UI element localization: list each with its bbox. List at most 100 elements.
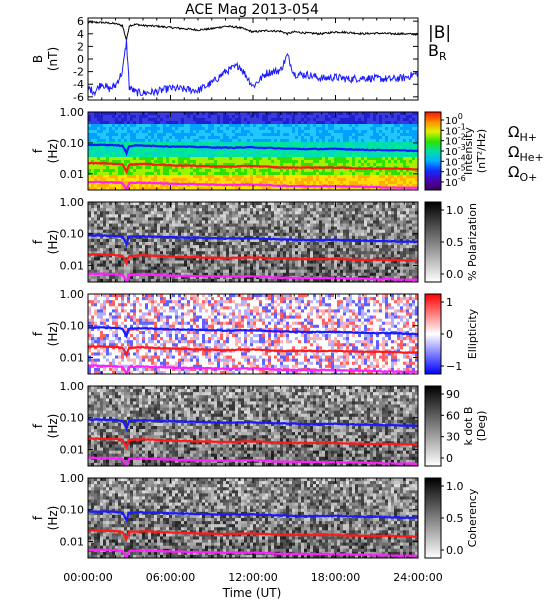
y-axis-unit: (Hz) [46,414,60,439]
colorbar-tick: 1 [446,296,453,309]
x-tick-label: 18:00:00 [311,571,360,584]
panel-plot-area [88,386,418,466]
colorbar-tick: 1.0 [446,480,464,493]
colorbar-tick: −1 [446,360,462,373]
colorbar [424,477,442,559]
y-tick-label: -4 [73,78,84,91]
x-axis-label: Time (UT) [222,586,282,600]
legend-b-magnitude: |B| [428,23,451,43]
y-tick-label: 0.01 [60,535,85,548]
series-line-b-magnitude [88,20,418,41]
x-tick-label: 24:00:00 [393,571,442,584]
y-tick-label: 0.10 [60,228,85,241]
series-line--he- [88,529,418,542]
panel-plot-area [88,20,418,97]
series-line--he- [88,161,418,175]
colorbar-label: Intensity [462,127,475,175]
series-line--h- [88,326,418,339]
colorbar-tick: 30 [446,431,460,444]
y-tick-label: 0.10 [60,320,85,333]
colorbar-label: % Polarization [466,203,479,281]
x-tick-label: 06:00:00 [146,571,195,584]
series-line--he- [88,436,418,451]
colorbar-label: k dot B [462,407,475,446]
y-tick-label: 0.10 [60,137,85,150]
y-axis-unit: (nT) [46,47,60,71]
series-line--h- [88,143,418,157]
colorbar-label: (Deg) [475,411,488,442]
y-tick-label: 6 [77,15,84,28]
series-line--o- [88,548,418,558]
y-axis-unit: (Hz) [46,230,60,255]
y-axis-unit: (Hz) [46,322,60,347]
legend-b-r: BR [428,41,447,63]
y-axis-label: f [31,239,45,244]
colorbar [424,111,442,191]
colorbar [424,293,442,375]
y-tick-label: 0.10 [60,412,85,425]
colorbar-label: (nT²/Hz) [475,129,488,173]
y-axis-label: f [31,515,45,520]
colorbar-tick: 1.0 [446,204,464,217]
colorbar-tick: 90 [446,388,460,401]
colorbar-tick: 0.5 [446,236,464,249]
series-line--o- [88,364,418,374]
y-tick-label: 4 [77,28,84,41]
y-tick-label: 0.01 [60,351,85,364]
panel-plot-area [88,478,418,558]
y-tick-label: 1.00 [60,380,85,393]
colorbar-tick: 0 [446,328,453,341]
colorbar-tick: 0 [446,452,453,465]
series-line--he- [88,253,418,267]
colorbar [424,201,442,283]
y-tick-label: 1.00 [60,106,85,119]
panel-intensity: 1.000.100.01f (Hz)10010-110-210-310-410-5… [31,106,544,191]
colorbar-label: Ellipticity [466,308,479,359]
y-tick-label: 0 [77,53,84,66]
series-line--o- [88,180,418,190]
legend-o-plus: ΩO+ [508,163,537,184]
y-tick-label: 1.00 [60,196,85,209]
panel-plot-area [88,202,418,282]
series-line--h- [88,234,418,248]
series-line--he- [88,345,418,359]
panel-ellipticity: 1.00 0.10 0.01 f (Hz) 1 0 −1 Ellipticity [31,288,479,375]
y-tick-label: 0.01 [60,259,85,272]
colorbar-tick: 0.0 [446,268,464,281]
panel-kdotb: 1.00 0.10 0.01 f (Hz) 90 60 30 0 k dot B (Deg) [31,380,488,467]
y-axis-label: f [31,148,45,153]
y-axis-unit: (Hz) [46,139,60,164]
y-axis-label: f [31,423,45,428]
colorbar-tick: 0.5 [446,512,464,525]
x-axis: 00:00:00 06:00:00 12:00:00 18:00:00 24:00:00 [63,571,442,584]
y-tick-label: 0.10 [60,504,85,517]
y-tick-label: 1.00 [60,288,85,301]
x-tick-label: 12:00:00 [228,571,277,584]
y-tick-label: -2 [73,66,84,79]
y-tick-label: 0.01 [60,168,85,181]
y-tick-label: 1.00 [60,472,85,485]
colorbar-label: Coherency [466,488,479,547]
panel-plot-area [88,112,418,190]
y-axis-label: f [31,331,45,336]
y-axis-unit: (Hz) [46,506,60,531]
series-line--h- [88,418,418,432]
panel-polarization: 1.00 0.10 0.01 f (Hz) 1.0 0.5 0.0% Polarization [31,196,479,283]
y-tick-label: 0.01 [60,443,85,456]
series-line--o- [88,456,418,466]
y-tick-label: 2 [77,40,84,53]
y-tick-label: -6 [73,91,84,104]
series-line--o- [88,272,418,282]
colorbar-tick: 60 [446,409,460,422]
colorbar [424,385,442,467]
y-axis-label: B [31,55,45,63]
colorbar-tick: 0.0 [446,544,464,557]
panel-plot-area [88,294,418,374]
panel-frame [87,17,419,101]
legend-h-plus: ΩH+ [508,123,537,144]
series-line-b-r [88,38,418,97]
